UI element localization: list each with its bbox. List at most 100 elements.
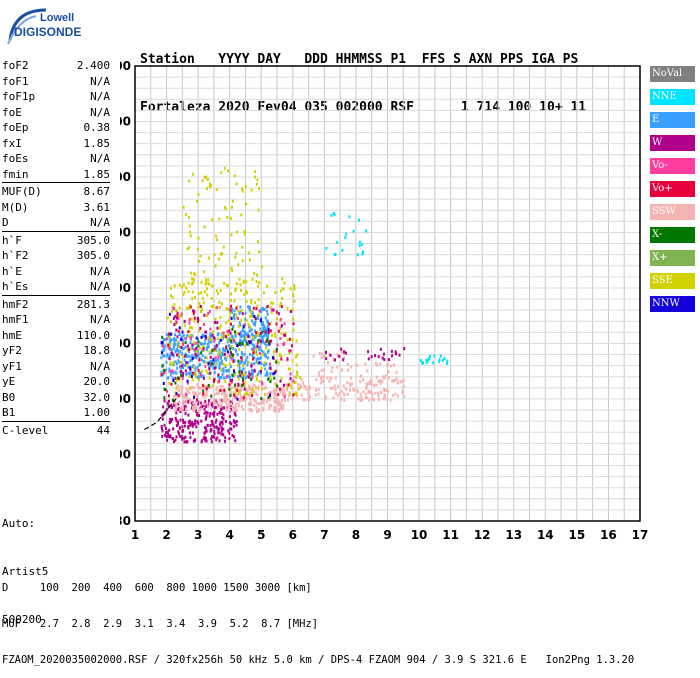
echo-point-sse xyxy=(205,356,208,360)
echo-point-vo- xyxy=(225,346,227,350)
echo-point-w xyxy=(213,336,216,340)
echo-point-sse xyxy=(218,326,221,330)
echo-point-nne xyxy=(361,252,364,256)
param-row: yE 20.0 xyxy=(2,374,110,390)
echo-point-w xyxy=(223,439,226,443)
echo-point-nnw xyxy=(219,338,222,342)
echo-point-vo- xyxy=(269,329,272,333)
echo-point-ssw xyxy=(215,388,218,392)
echo-point-sse xyxy=(240,213,243,217)
echo-point-sse xyxy=(210,297,213,300)
echo-point-sse xyxy=(206,287,208,291)
echo-point-ssw xyxy=(181,385,184,389)
echo-point-e xyxy=(175,347,178,351)
echo-point-sse xyxy=(186,363,189,367)
x-tick-label: 12 xyxy=(474,528,491,542)
echo-point-ssw xyxy=(349,376,352,380)
echo-point-e xyxy=(201,354,204,358)
echo-point-nne xyxy=(425,358,428,362)
echo-point-e xyxy=(240,351,243,355)
echo-point-e xyxy=(202,334,205,337)
param-value: 1.85 xyxy=(83,167,111,181)
echo-point-ssw xyxy=(182,406,184,410)
echo-point-e xyxy=(250,328,253,332)
echo-point-w xyxy=(187,413,190,417)
echo-point-w xyxy=(168,357,171,361)
echo-point-w xyxy=(240,370,243,374)
echo-point-sse xyxy=(189,234,192,238)
echo-point-ssw xyxy=(400,380,403,384)
echo-point-nnw xyxy=(272,372,275,376)
echo-point-e xyxy=(252,355,255,359)
echo-point-e xyxy=(226,340,229,343)
echo-point-nnw xyxy=(162,382,165,385)
echo-point-w xyxy=(209,423,212,427)
echo-point-e xyxy=(231,307,234,311)
echo-point-e xyxy=(239,330,242,334)
echo-point-e xyxy=(260,316,263,320)
echo-point-sse xyxy=(263,361,266,365)
echo-point-e xyxy=(246,332,249,336)
echo-point-vo- xyxy=(193,310,196,314)
echo-point-ssw xyxy=(253,403,256,407)
echo-point-ssw xyxy=(189,401,192,405)
echo-point-e xyxy=(244,317,247,321)
echo-point-ssw xyxy=(395,371,398,374)
echo-point-sse xyxy=(223,166,226,170)
param-name: foE xyxy=(2,105,22,119)
echo-point-w xyxy=(201,405,203,409)
echo-point-ssw xyxy=(253,398,256,402)
echo-point-w xyxy=(180,434,183,438)
echo-point-w xyxy=(223,406,226,410)
echo-point-e xyxy=(267,332,269,336)
echo-point-w xyxy=(286,357,289,361)
echo-point-ssw xyxy=(304,385,307,389)
echo-point-w xyxy=(203,407,206,411)
echo-point-ssw xyxy=(375,383,378,387)
echo-point-e xyxy=(251,347,253,351)
echo-point-sse xyxy=(255,347,258,351)
echo-point-ssw xyxy=(324,397,327,401)
echo-point-sse xyxy=(216,289,218,293)
echo-point-sse xyxy=(215,188,218,191)
echo-point-ssw xyxy=(336,365,339,369)
echo-point-nnw xyxy=(172,378,175,382)
echo-point-sse xyxy=(251,391,254,395)
echo-point-x- xyxy=(260,397,263,401)
param-value: 281.3 xyxy=(76,297,110,311)
echo-point-ssw xyxy=(306,398,309,402)
echo-point-w xyxy=(205,416,207,420)
echo-point-vo- xyxy=(189,305,192,309)
echo-point-e xyxy=(263,332,266,336)
echo-point-sse xyxy=(242,364,245,368)
param-value: N/A xyxy=(90,74,110,88)
echo-point-ssw xyxy=(336,394,339,398)
echo-point-nne xyxy=(358,218,360,222)
echo-point-sse xyxy=(233,299,236,303)
echo-point-w xyxy=(227,429,230,433)
param-row: B0 32.0 xyxy=(2,390,110,406)
echo-point-x- xyxy=(275,347,278,351)
echo-point-sse xyxy=(237,263,240,267)
echo-point-ssw xyxy=(396,380,399,384)
echo-point-e xyxy=(200,371,202,375)
echo-point-ssw xyxy=(368,381,371,385)
echo-point-sse xyxy=(253,272,256,275)
echo-point-sse xyxy=(255,374,258,378)
echo-point-e xyxy=(266,319,269,323)
echo-point-nnw xyxy=(271,356,274,360)
echo-point-w xyxy=(209,371,212,375)
echo-point-ssw xyxy=(234,407,237,411)
echo-point-sse xyxy=(199,254,202,258)
echo-point-w xyxy=(193,439,196,443)
echo-point-ssw xyxy=(199,403,202,407)
echo-point-e xyxy=(216,358,219,362)
echo-point-e xyxy=(255,350,258,354)
echo-point-w xyxy=(191,343,194,347)
echo-point-nne xyxy=(334,253,337,257)
echo-point-ssw xyxy=(258,402,261,406)
echo-point-vo- xyxy=(280,305,283,309)
echo-point-sse xyxy=(250,314,253,318)
echo-point-sse xyxy=(235,251,238,255)
echo-point-e xyxy=(188,350,191,353)
